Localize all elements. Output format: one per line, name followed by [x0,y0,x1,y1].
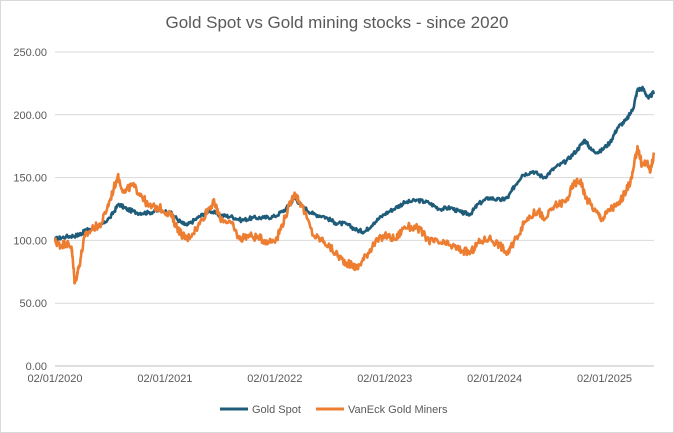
x-tick-label: 02/01/2025 [577,373,632,385]
y-tick-label: 150.00 [13,173,47,185]
series-line-gold-spot [53,85,656,242]
x-tick-label: 02/01/2024 [467,373,522,385]
x-tick-label: 02/01/2021 [137,373,192,385]
x-tick-label: 02/01/2022 [247,373,302,385]
legend-label: Gold Spot [252,404,301,416]
series-line-vaneck-gold-miners [53,144,656,285]
y-tick-label: 100.00 [13,235,47,247]
y-axis-ticks: 0.00 50.00 100.00 150.00 200.00 250.00 [13,47,47,373]
legend-gold-spot: Gold Spot [220,404,301,416]
x-tick-label: 02/01/2023 [357,373,412,385]
legend-vaneck-gold-miners: VanEck Gold Miners [316,404,448,416]
x-tick-label: 02/01/2020 [27,373,82,385]
x-axis-ticks: 02/01/2020 02/01/2021 02/01/2022 02/01/2023… [27,373,632,385]
y-tick-label: 0.00 [26,361,47,373]
gridlines [55,51,654,367]
y-tick-label: 50.00 [19,298,47,310]
chart-title: Gold Spot vs Gold mining stocks - since … [166,13,509,32]
y-tick-label: 200.00 [13,110,47,122]
y-tick-label: 250.00 [13,47,47,59]
legend: Gold Spot VanEck Gold Miners [220,404,448,416]
series-lines [53,85,656,285]
legend-label: VanEck Gold Miners [348,404,448,416]
